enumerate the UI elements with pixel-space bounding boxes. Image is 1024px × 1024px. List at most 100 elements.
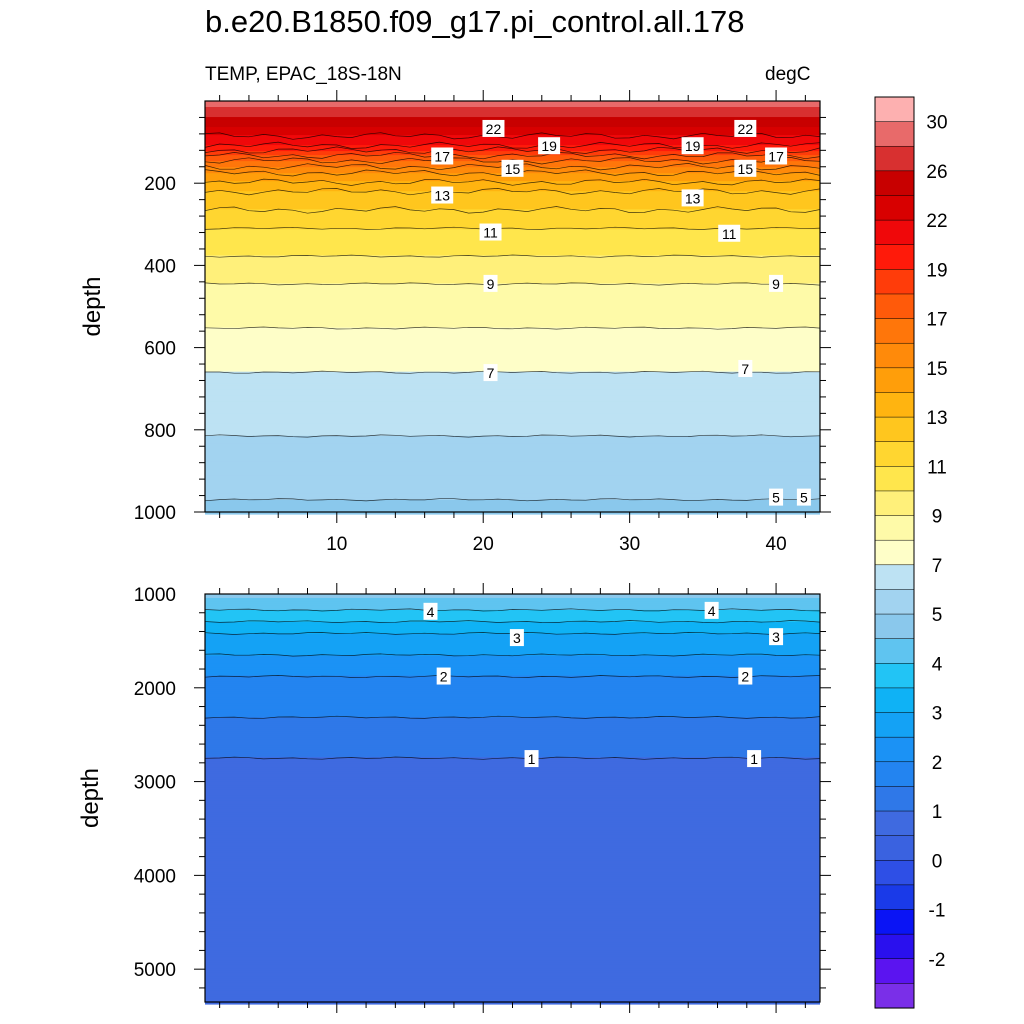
contour-label-box [738, 667, 753, 685]
contour-label: 13 [434, 188, 450, 204]
temperature-band [205, 611, 820, 615]
temperature-band [205, 689, 820, 693]
temperature-band [205, 317, 820, 321]
contour-label-box [483, 274, 498, 292]
temperature-band [205, 409, 820, 413]
temperature-band [205, 645, 820, 649]
temperature-band [205, 425, 820, 429]
temperature-band [205, 273, 820, 277]
temperature-band [205, 397, 820, 401]
temperature-band [205, 427, 820, 431]
temperature-band [205, 755, 820, 758]
temperature-band [205, 251, 820, 254]
contour-line [204, 254, 821, 258]
contour-label: 5 [800, 490, 808, 506]
temperature-band [205, 295, 820, 299]
temperature-band [205, 355, 820, 359]
colorbar-label: 9 [932, 507, 943, 528]
temperature-band [205, 753, 820, 756]
contour-label: 4 [708, 603, 716, 619]
temperature-band [205, 745, 820, 748]
temperature-band [205, 858, 820, 862]
temperature-band [205, 779, 820, 782]
temperature-band [205, 781, 820, 784]
temperature-band [205, 347, 820, 351]
temperature-band [205, 389, 820, 393]
contour-label-box [734, 119, 757, 137]
temperature-band [205, 261, 820, 264]
colorbar-swatch [874, 170, 915, 197]
temperature-band [205, 419, 820, 423]
temperature-band [205, 499, 820, 503]
temperature-band [205, 255, 820, 258]
y-tick-label: 3000 [134, 773, 176, 794]
temperature-band [205, 489, 820, 493]
y-tick-label: 4000 [134, 866, 176, 887]
contour-line [204, 178, 821, 186]
temperature-band [205, 223, 820, 226]
temperature-band [205, 942, 820, 945]
temperature-band [205, 269, 820, 273]
temperature-band [205, 737, 820, 740]
temperature-band [205, 818, 820, 822]
temperature-band [205, 249, 820, 252]
temperature-band [205, 866, 820, 870]
contour-label: 9 [487, 276, 495, 292]
temperature-band [205, 201, 820, 204]
temperature-band [205, 838, 820, 842]
temperature-band [205, 872, 820, 876]
temperature-band [205, 954, 820, 957]
contour-label: 13 [685, 190, 701, 206]
colorbar-swatch [874, 515, 915, 541]
temperature-band [205, 810, 820, 814]
temperature-band [205, 507, 820, 511]
colorbar-swatch [874, 687, 915, 714]
temperature-band [205, 475, 820, 479]
x-tick-label: 40 [766, 534, 787, 555]
temperature-band [205, 990, 820, 993]
temperature-band [205, 982, 820, 985]
temperature-band [205, 948, 820, 951]
temperature-band [205, 896, 820, 900]
temperature-band [205, 433, 820, 437]
temperature-band [205, 431, 820, 435]
temperature-band [205, 908, 820, 912]
temperature-band [205, 910, 820, 914]
contour-label: 7 [741, 361, 749, 377]
temperature-band [205, 884, 820, 888]
temperature-band [205, 994, 820, 997]
temperature-band [205, 609, 820, 613]
temperature-band [205, 407, 820, 411]
temperature-band [205, 353, 820, 357]
temperature-band [205, 297, 820, 301]
temperature-band [205, 391, 820, 395]
temperature-band [205, 685, 820, 689]
temperature-band [205, 697, 820, 701]
temperature-band [205, 415, 820, 419]
temperature-band [205, 373, 820, 377]
temperature-band [205, 381, 820, 385]
temperature-band [205, 367, 820, 371]
temperature-band [205, 287, 820, 291]
temperature-band [205, 445, 820, 449]
temperature-band [205, 309, 820, 313]
chart-units: degC [765, 64, 811, 85]
temperature-band [205, 806, 820, 810]
temperature-band [205, 211, 820, 214]
colorbar-swatch [874, 958, 915, 984]
temperature-band [205, 497, 820, 501]
temperature-band [205, 505, 820, 509]
temperature-band [205, 235, 820, 238]
contour-label: 11 [483, 225, 498, 241]
temperature-band [205, 950, 820, 953]
temperature-band [205, 483, 820, 487]
temperature-band [205, 671, 820, 675]
temperature-band [205, 153, 820, 156]
temperature-band [205, 321, 820, 325]
contour-label: 22 [486, 121, 502, 137]
temperature-band [205, 227, 820, 230]
temperature-band [205, 757, 820, 760]
temperature-band [205, 777, 820, 780]
contour-label: 17 [434, 148, 450, 164]
temperature-band [205, 237, 820, 240]
